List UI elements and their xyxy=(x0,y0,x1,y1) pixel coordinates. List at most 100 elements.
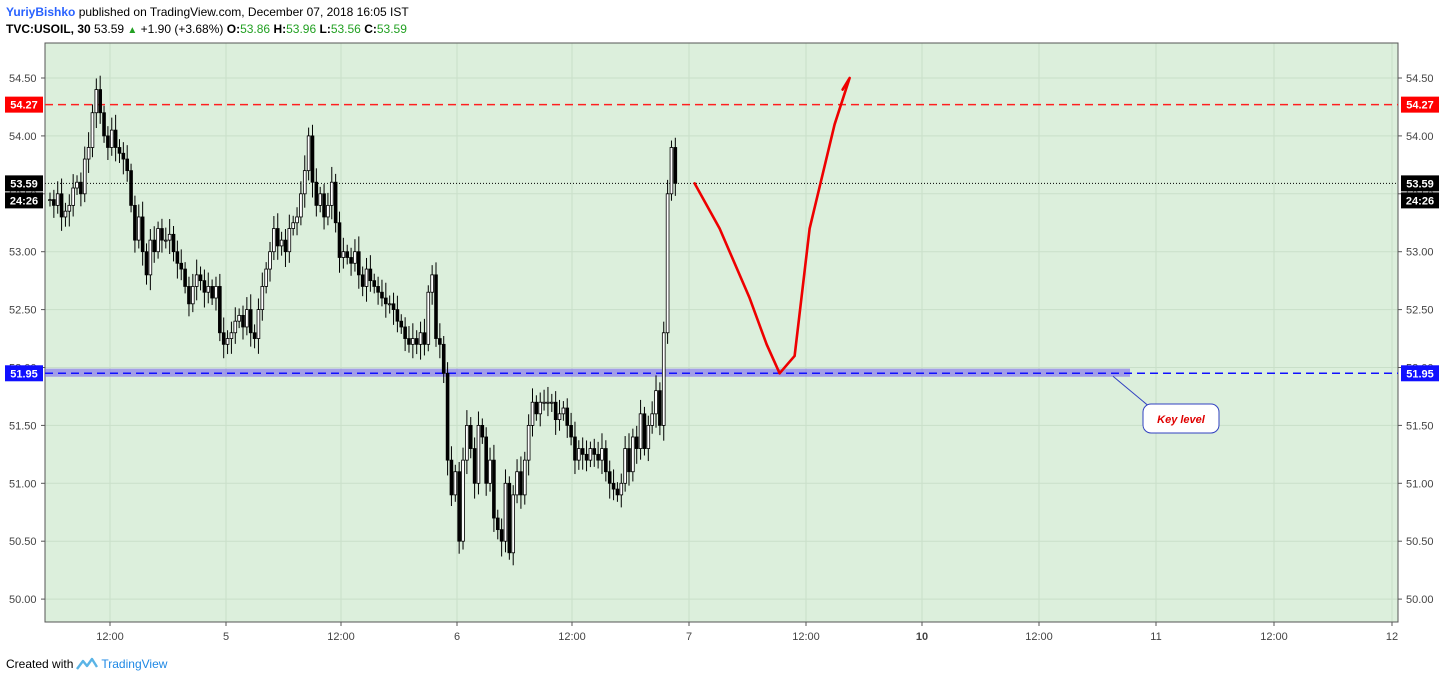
candle xyxy=(98,75,102,124)
candle xyxy=(295,207,299,236)
price-label-left-text: 53.59 xyxy=(10,178,38,190)
candle-body xyxy=(241,314,245,328)
candle xyxy=(615,482,620,502)
price-label-left-bg xyxy=(5,96,43,113)
x-tick-label: 10 xyxy=(916,631,928,640)
y-tick-label-left: 54.50 xyxy=(9,73,37,85)
x-tick-label: 7 xyxy=(686,631,692,640)
candle-body xyxy=(229,332,234,339)
y-tick-label-right: 50.50 xyxy=(1406,536,1434,548)
candle-body xyxy=(144,251,149,276)
x-tick-label: 12:00 xyxy=(558,631,586,640)
candle-body xyxy=(661,332,666,426)
candle xyxy=(133,195,137,253)
candle-body xyxy=(588,448,593,461)
candle xyxy=(318,186,322,213)
candle xyxy=(468,417,473,459)
candle-body xyxy=(472,448,477,484)
candle xyxy=(198,266,203,291)
candle-body xyxy=(615,488,620,496)
candle-body xyxy=(569,424,573,438)
candle-body xyxy=(511,494,515,554)
y-tick-label-left: 54.00 xyxy=(9,131,37,143)
candle-body xyxy=(221,332,226,345)
candle xyxy=(600,433,604,475)
candle xyxy=(569,412,573,446)
candle-body xyxy=(449,459,454,496)
last-price: 53.59 xyxy=(94,22,125,36)
candle-body xyxy=(441,343,446,374)
candle-body xyxy=(237,314,241,322)
candle-body xyxy=(654,390,658,415)
candle-body xyxy=(546,401,550,404)
candle-body xyxy=(318,193,322,206)
price-label-right: 51.95 xyxy=(1401,365,1439,382)
candle-body xyxy=(198,274,203,282)
candle xyxy=(175,240,180,279)
candle-body xyxy=(368,268,373,282)
candle-body xyxy=(299,193,303,218)
candle-body xyxy=(577,448,581,461)
candle-body xyxy=(349,257,353,264)
candle-body xyxy=(561,407,566,415)
candle xyxy=(349,247,353,276)
candle xyxy=(623,436,627,492)
tradingview-brand[interactable]: TradingView xyxy=(101,657,168,671)
candle-body xyxy=(90,112,95,148)
candle-body xyxy=(225,338,230,345)
candle xyxy=(264,262,268,294)
candle-body xyxy=(326,204,330,218)
candle-body xyxy=(627,448,631,473)
candle-body xyxy=(638,413,643,449)
price-label-left-text: 24:26 xyxy=(10,195,38,207)
symbol: TVC:USOIL, 30 xyxy=(6,22,91,36)
candle xyxy=(550,393,554,412)
price-label-left-bg xyxy=(5,192,43,209)
change: +1.90 (+3.68%) xyxy=(140,22,224,36)
callout-text: Key level xyxy=(1157,414,1206,426)
candle xyxy=(248,294,253,347)
candle-body xyxy=(55,193,60,206)
candle-body xyxy=(256,309,261,339)
candle-body xyxy=(287,228,292,253)
candle-body xyxy=(86,147,91,160)
candle-body xyxy=(453,471,458,496)
candle xyxy=(67,194,72,227)
price-chart[interactable]: 54.5054.5054.0054.0053.5053.5053.0053.00… xyxy=(0,0,1444,640)
candle xyxy=(272,216,276,261)
candle-body xyxy=(619,482,624,496)
candle-body xyxy=(283,239,288,253)
candle xyxy=(102,105,106,143)
candle-body xyxy=(372,280,377,287)
candle xyxy=(573,421,577,475)
candle xyxy=(380,279,384,307)
candle xyxy=(337,211,342,273)
author-link[interactable]: YuriyBishko xyxy=(6,5,76,19)
candle-body xyxy=(364,268,369,287)
candle xyxy=(611,469,616,501)
candle-body xyxy=(136,216,141,241)
candle-body xyxy=(260,286,265,311)
candle-body xyxy=(623,448,627,484)
candle xyxy=(287,214,292,263)
candle-body xyxy=(438,338,442,345)
candle xyxy=(82,146,87,203)
candle xyxy=(210,279,214,305)
candle xyxy=(221,317,226,359)
y-tick-label-left: 50.00 xyxy=(9,594,37,606)
price-label-right: 54.27 xyxy=(1401,96,1439,113)
candle-body xyxy=(468,424,473,449)
x-tick-label: 12:00 xyxy=(327,631,355,640)
candle-body xyxy=(376,286,380,293)
price-label-right: 53.59 xyxy=(1401,175,1439,192)
candle-body xyxy=(71,187,75,206)
candle xyxy=(422,318,427,356)
candle xyxy=(252,324,257,349)
y-tick-label-right: 52.50 xyxy=(1406,305,1434,317)
candle-body xyxy=(411,338,415,345)
candle xyxy=(125,145,130,182)
candle-body xyxy=(573,436,577,461)
footer: Created with TradingView xyxy=(6,657,167,671)
candle xyxy=(329,166,334,220)
candle xyxy=(619,473,624,508)
